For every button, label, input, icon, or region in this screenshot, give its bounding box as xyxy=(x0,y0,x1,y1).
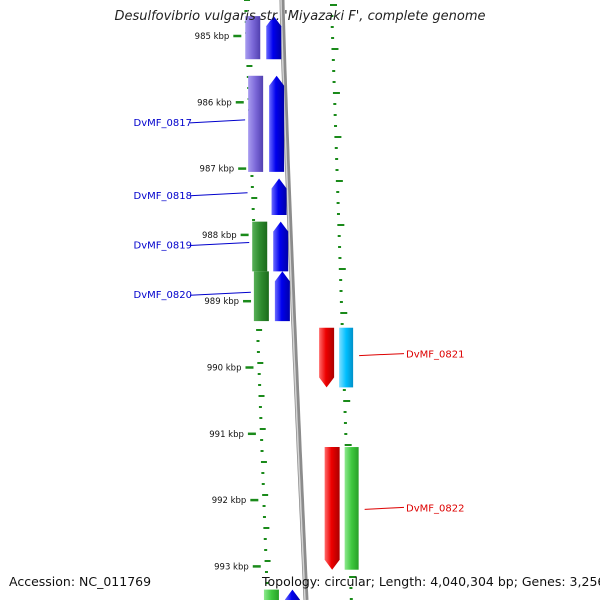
reverse-cds-arrow xyxy=(271,178,287,216)
ruler-tick-label: 987 kbp xyxy=(200,165,235,175)
gene-label: DvMF_0822 xyxy=(406,503,464,514)
forward-feature-block xyxy=(339,327,354,388)
reverse-cds-arrow xyxy=(273,221,289,272)
ruler-tick-label: 993 kbp xyxy=(214,562,249,572)
gene-label: DvMF_0817 xyxy=(134,118,192,129)
cds-track xyxy=(266,16,340,604)
ruler-tick-label: 985 kbp xyxy=(195,32,230,42)
gene-label-leader xyxy=(189,192,248,197)
ruler-tick-label: 986 kbp xyxy=(197,98,232,108)
ruler-tick-label: 991 kbp xyxy=(209,430,244,440)
gene-label-leader xyxy=(189,242,250,247)
map-title: Desulfovibrio vulgaris str. 'Miyazaki F'… xyxy=(114,9,486,24)
backbone-arc xyxy=(279,0,309,601)
ruler-tick-label: 990 kbp xyxy=(207,364,242,374)
reverse-feature-block xyxy=(245,16,261,60)
reverse-feature-block xyxy=(248,75,264,172)
topology-text: Topology: circular; Length: 4,040,304 bp… xyxy=(262,574,600,589)
reverse-feature-block xyxy=(252,221,268,272)
reverse-cds-arrow xyxy=(284,589,300,604)
position-ruler: 985 kbp 986 kbp 987 kbp 988 kbp 989 kbp 990 k… xyxy=(195,32,261,572)
reverse-cds-arrow xyxy=(274,271,290,322)
gene-label: DvMF_0819 xyxy=(134,241,192,252)
gene-label-leader xyxy=(189,291,251,296)
ruler-tick-label: 989 kbp xyxy=(204,297,239,307)
gene-label-leader xyxy=(189,119,246,124)
gene-label-leader xyxy=(359,353,405,357)
gene-label: DvMF_0818 xyxy=(134,191,192,202)
gene-label: DvMF_0821 xyxy=(406,350,464,361)
accession-text: Accession: NC_011769 xyxy=(9,574,152,589)
feature-track xyxy=(245,16,359,604)
gene-label-leader xyxy=(364,506,405,510)
reverse-feature-block xyxy=(263,589,279,604)
reverse-cds-arrow xyxy=(269,75,285,172)
forward-cds-arrow xyxy=(319,327,335,388)
gene-labels: DvMF_0817 DvMF_0818 DvMF_0819 DvMF_0820 DvMF… xyxy=(134,118,465,515)
reverse-cds-arrow xyxy=(266,16,282,60)
ruler-tick-label: 988 kbp xyxy=(202,231,237,241)
forward-cds-arrow xyxy=(324,447,340,570)
reverse-feature-block xyxy=(253,271,269,322)
forward-feature-block xyxy=(344,447,359,570)
gene-label: DvMF_0820 xyxy=(134,290,192,301)
ruler-tick-label: 992 kbp xyxy=(212,496,247,506)
